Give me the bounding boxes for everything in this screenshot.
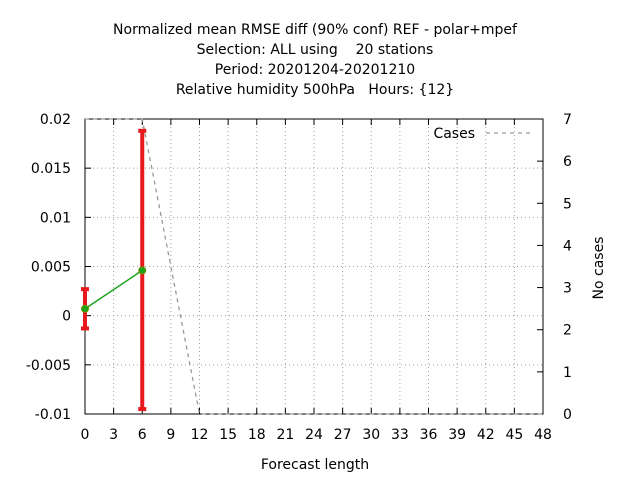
x-tick-label: 6 [138,427,147,443]
x-tick-label: 15 [219,427,237,443]
x-tick-label: 30 [362,427,380,443]
x-tick-label: 33 [391,427,409,443]
series-layer [81,118,543,415]
y2-tick-label: 1 [563,365,572,381]
y2-tick-label: 7 [563,112,572,128]
chart-title-line-4: Relative humidity 500hPa Hours: {12} [176,82,454,98]
x-tick-label: 27 [334,427,352,443]
axes: 0 3 6 9 12 15 18 21 24 27 30 33 36 39 42 45 48-0.01-0.00… [26,112,572,443]
text-layer: Normalized mean RMSE diff (90% conf) REF… [113,22,607,473]
data-point [81,304,89,313]
y2-tick-label: 3 [563,281,572,297]
x-tick-label: 9 [166,427,175,443]
y2-tick-label: 2 [563,323,572,339]
y-tick-label: 0.015 [31,161,71,177]
x-tick-label: 18 [248,427,266,443]
series-line-cases [85,118,543,415]
y2-tick-label: 4 [563,238,572,254]
data-point [138,266,147,275]
x-tick-label: 0 [81,427,90,443]
x-axis-label: Forecast length [261,457,369,473]
y2-axis-label: No cases [591,237,607,300]
chart-title-line-1: Normalized mean RMSE diff (90% conf) REF… [113,22,518,38]
x-tick-label: 48 [534,427,552,443]
y2-tick-label: 5 [563,196,572,212]
x-tick-label: 21 [276,427,294,443]
y-tick-label: 0 [62,309,71,325]
series-line-diff [84,269,143,310]
y-tick-label: -0.005 [26,358,71,374]
x-tick-label: 24 [305,427,323,443]
grid [85,119,543,414]
x-tick-label: 3 [109,427,118,443]
chart-title-line-2: Selection: ALL using 20 stations [197,42,434,58]
legend-label-cases: Cases [433,126,475,142]
y-tick-label: -0.01 [35,407,71,423]
x-tick-label: 42 [477,427,495,443]
x-tick-label: 39 [448,427,466,443]
y2-tick-label: 6 [563,154,572,170]
y-tick-label: 0.02 [40,112,71,128]
x-tick-label: 12 [191,427,209,443]
y-tick-label: 0.01 [40,210,71,226]
chart-title-line-3: Period: 20201204-20201210 [215,62,415,78]
x-tick-label: 36 [420,427,438,443]
y-tick-label: 0.005 [31,260,71,276]
y2-tick-label: 0 [563,407,572,423]
x-tick-label: 45 [505,427,523,443]
